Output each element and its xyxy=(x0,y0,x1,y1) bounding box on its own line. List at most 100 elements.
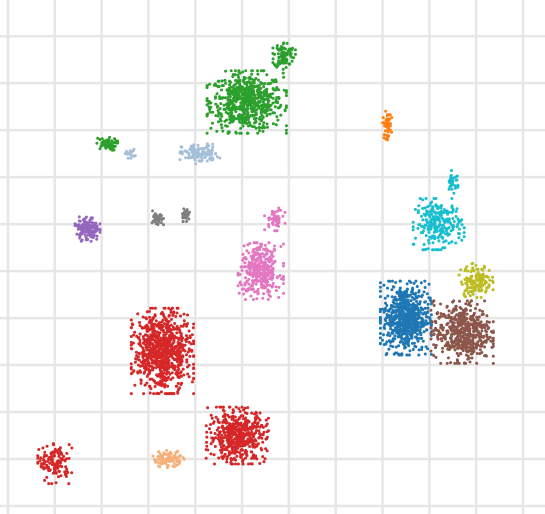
data-point xyxy=(233,437,237,441)
data-point xyxy=(451,217,455,220)
data-point xyxy=(384,319,388,323)
data-point xyxy=(100,141,104,144)
data-point xyxy=(227,108,231,112)
data-point xyxy=(184,340,188,343)
data-point xyxy=(427,241,431,245)
data-point xyxy=(262,69,266,73)
data-point xyxy=(459,268,463,272)
data-point xyxy=(450,205,454,209)
data-point xyxy=(100,137,104,141)
data-point xyxy=(434,215,438,219)
data-point xyxy=(450,240,454,244)
data-point xyxy=(267,241,271,245)
data-point xyxy=(229,69,233,73)
data-point xyxy=(382,283,386,287)
data-point xyxy=(432,333,436,337)
data-point xyxy=(429,337,433,341)
data-point xyxy=(216,418,220,421)
data-point xyxy=(53,465,57,468)
data-point xyxy=(161,325,165,328)
data-point xyxy=(437,217,440,220)
data-point xyxy=(452,339,456,343)
data-point xyxy=(205,97,209,101)
data-point xyxy=(236,271,240,275)
data-point xyxy=(157,374,161,378)
data-point xyxy=(455,225,459,229)
data-point xyxy=(236,73,240,77)
data-point xyxy=(225,448,229,452)
data-point xyxy=(450,211,454,214)
data-point xyxy=(422,243,426,246)
data-point xyxy=(225,88,229,92)
data-point xyxy=(251,433,255,437)
data-point xyxy=(214,152,217,156)
data-point xyxy=(41,446,45,450)
data-point xyxy=(261,455,265,459)
data-point xyxy=(405,295,409,299)
data-point xyxy=(138,324,142,328)
data-point xyxy=(166,466,169,469)
data-point xyxy=(441,223,445,227)
data-point xyxy=(459,318,463,322)
data-point xyxy=(397,290,401,294)
data-point xyxy=(145,366,149,370)
data-point xyxy=(247,251,251,255)
point-series-1 xyxy=(123,142,222,166)
data-point xyxy=(404,345,407,349)
data-point xyxy=(414,313,418,317)
data-point xyxy=(254,112,258,116)
data-point xyxy=(422,330,426,334)
data-point xyxy=(178,341,182,345)
data-point xyxy=(228,101,232,105)
data-point xyxy=(251,443,254,447)
data-point xyxy=(199,147,203,151)
data-point xyxy=(187,329,191,333)
data-point xyxy=(423,306,427,310)
data-point xyxy=(430,320,434,324)
data-point xyxy=(247,462,250,466)
data-point xyxy=(157,220,161,224)
data-point xyxy=(271,101,275,105)
data-point xyxy=(451,226,455,230)
data-point xyxy=(382,333,385,337)
data-point xyxy=(142,352,146,356)
data-point xyxy=(263,98,267,101)
data-point xyxy=(75,223,79,227)
data-point xyxy=(92,233,96,237)
data-point xyxy=(281,214,285,218)
data-point xyxy=(415,285,419,288)
data-point xyxy=(484,329,488,333)
data-point xyxy=(421,319,424,323)
data-point xyxy=(282,242,285,246)
data-point xyxy=(197,147,201,150)
data-point xyxy=(441,333,445,337)
data-point xyxy=(426,227,430,231)
data-point xyxy=(180,355,184,359)
data-point xyxy=(160,328,163,332)
data-point xyxy=(477,273,481,277)
data-point xyxy=(402,325,406,329)
data-point xyxy=(136,312,140,316)
data-point xyxy=(43,466,47,470)
data-point xyxy=(384,306,387,310)
data-point xyxy=(218,107,222,111)
data-point xyxy=(227,415,231,419)
data-point xyxy=(239,126,243,130)
data-point xyxy=(156,330,160,334)
data-point xyxy=(383,124,387,128)
data-point xyxy=(470,289,474,293)
data-point xyxy=(386,117,390,121)
data-point xyxy=(405,317,409,321)
data-point xyxy=(470,347,474,351)
data-point xyxy=(258,411,262,415)
data-point xyxy=(439,361,443,365)
data-point xyxy=(232,442,236,446)
data-point xyxy=(475,302,479,306)
data-point xyxy=(411,220,415,224)
data-point xyxy=(242,292,246,296)
data-point xyxy=(219,445,223,449)
data-point xyxy=(225,457,229,461)
data-point xyxy=(161,312,165,316)
data-point xyxy=(386,138,389,142)
data-point xyxy=(239,455,243,459)
